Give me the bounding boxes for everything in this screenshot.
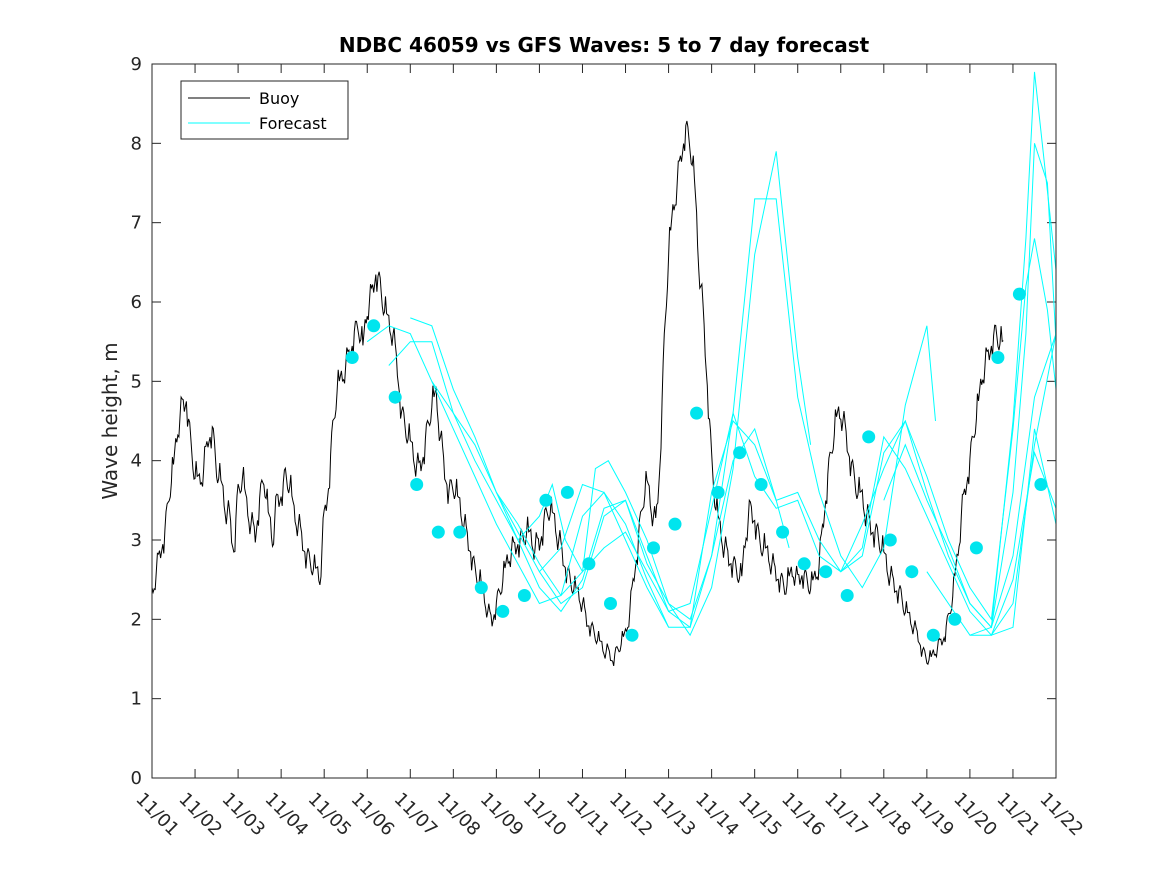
x-tick-label: 11/11 [562,789,614,841]
buoy-series [152,120,1004,667]
forecast-point [948,612,962,626]
forecast-point [754,478,768,491]
x-tick-label: 11/12 [605,789,657,841]
forecast-point [539,493,553,507]
x-tick-label: 11/06 [347,789,399,841]
y-tick-label: 0 [131,768,142,789]
forecast-point [668,517,682,531]
forecast-line [410,151,812,637]
forecast-point [625,628,639,642]
x-tick-label: 11/10 [519,789,571,841]
forecast-line [366,325,670,628]
plot-frame [151,63,1057,779]
forecast-point [883,533,897,547]
x-tick-label: 11/05 [304,789,356,841]
x-tick-label: 11/15 [734,789,786,841]
y-tick-label: 1 [131,689,142,710]
forecast-line [539,333,1056,637]
forecast-point [862,430,876,444]
x-tick-label: 11/02 [175,789,227,841]
forecast-point [991,351,1005,364]
y-tick-label: 8 [131,133,142,154]
y-tick-label: 7 [131,213,142,234]
x-tick-label: 11/03 [218,789,270,841]
forecast-line [969,450,1056,636]
forecast-point [969,541,983,555]
y-tick-label: 2 [131,609,142,630]
chart-title: NDBC 46059 vs GFS Waves: 5 to 7 day fore… [339,33,870,57]
legend-buoy-label: Buoy [259,89,299,108]
y-tick-label: 6 [131,292,142,313]
forecast-line [991,428,1056,636]
x-tick-label: 11/14 [691,789,743,841]
forecast-point [367,319,381,333]
forecast-point [431,525,445,539]
forecast-point [840,589,854,602]
forecast-point [711,485,725,499]
forecast-point [647,541,660,555]
plot-area [152,64,1056,778]
forecast-point [819,565,833,579]
y-tick-label: 9 [131,54,142,75]
legend-box [180,80,349,140]
y-tick-label: 4 [131,451,142,472]
x-tick-label: 11/09 [476,789,528,841]
y-tick-label: 5 [131,371,142,392]
x-tick-label: 11/22 [1035,789,1087,841]
forecast-point [410,478,424,491]
x-tick-label: 11/01 [131,789,183,841]
forecast-point [1012,287,1026,301]
forecast-point [474,581,488,595]
forecast-point [560,485,574,499]
legend-forecast-label: Forecast [259,114,327,133]
x-tick-label: 11/20 [949,789,1001,841]
forecast-point [604,597,617,610]
forecast-point [388,390,402,404]
y-axis-label: Wave height, m [98,342,122,499]
forecast-point [797,557,811,571]
forecast-point [582,557,596,571]
forecast-line [840,238,1056,621]
x-tick-label: 11/04 [261,789,313,841]
forecast-point [496,604,510,618]
forecast-point [345,351,359,364]
forecast-point [905,565,919,579]
forecast-line [495,333,1056,629]
forecast-point [453,525,467,539]
forecast-markers [345,287,1048,642]
forecast-line [431,198,936,621]
legend: Buoy Forecast [180,80,349,140]
y-tick-label: 3 [131,530,142,551]
forecast-point [690,406,704,420]
forecast-line [388,341,790,629]
forecast-point [1034,478,1048,491]
forecast-point [776,525,790,539]
x-tick-label: 11/17 [820,789,872,841]
forecast-point [926,628,940,642]
forecast-point [733,446,747,460]
x-tick-label: 11/19 [906,789,958,841]
x-tick-label: 11/18 [863,789,915,841]
buoy-line [152,120,1004,667]
x-tick-label: 11/16 [777,789,829,841]
x-tick-label: 11/07 [390,789,442,841]
x-tick-label: 11/08 [433,789,485,841]
x-tick-label: 11/13 [648,789,700,841]
forecast-point [517,589,531,602]
x-tick-label: 11/21 [992,789,1044,841]
